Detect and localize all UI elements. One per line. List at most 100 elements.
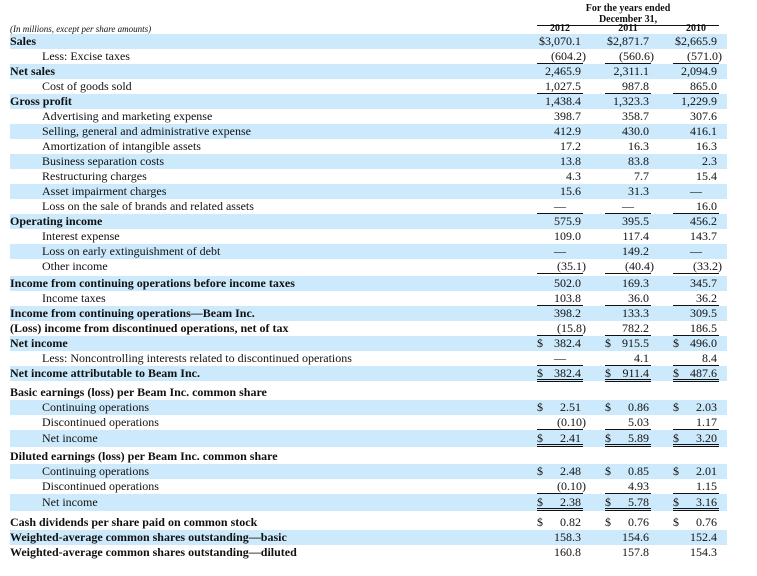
currency-symbol: $: [605, 464, 611, 478]
cell-value: 4.1: [634, 351, 649, 365]
cell-value: 0.86: [628, 400, 649, 414]
value-cell-2011: 4.93: [605, 479, 651, 494]
period-line-2: December 31,: [537, 14, 719, 26]
value-cell-2010: 16.0: [673, 199, 719, 214]
cell-value: 382.4: [554, 366, 581, 380]
row-label: Advertising and marketing expense: [42, 109, 213, 123]
row-label: Net sales: [10, 64, 55, 78]
value-cell-2012: $2.38: [537, 494, 583, 511]
cell-value: 1,438.4: [545, 94, 581, 108]
value-cell-2010: 416.1: [673, 124, 719, 139]
cell-value: 8.4: [702, 351, 717, 365]
value-cell-2010: (571.0): [673, 49, 722, 64]
cell-value: 0.76: [696, 515, 717, 529]
value-cell-2011: $911.4: [605, 366, 651, 382]
table-row: Continuing operations $2.51 $0.86 $2.03: [10, 400, 727, 415]
cell-value: 915.5: [622, 336, 649, 350]
table-row: Interest expense 109.0 117.4 143.7: [10, 229, 727, 244]
value-cell-2010: $2.01: [673, 464, 719, 479]
cell-value: 2.3: [702, 154, 717, 168]
row-label: Business separation costs: [42, 154, 164, 168]
value-cell-2011: 133.3: [605, 306, 651, 321]
row-label: Net income: [10, 336, 68, 350]
row-label: Selling, general and administrative expe…: [42, 124, 251, 138]
row-label: Less: Noncontrolling interests related t…: [42, 351, 352, 365]
row-label: Other income: [42, 259, 108, 273]
cell-value: 5.03: [628, 415, 649, 429]
cell-value: 2.51: [560, 400, 581, 414]
value-cell-2010: 1.17: [673, 415, 719, 430]
currency-symbol: $: [537, 336, 543, 350]
row-label: Net income: [42, 495, 98, 509]
table-row: Income taxes 103.8 36.0 36.2: [10, 291, 727, 306]
value-cell-2011: 4.1: [605, 351, 651, 366]
currency-symbol: $: [605, 431, 611, 445]
cell-value: 1.15: [696, 479, 717, 493]
value-cell-2012: $3,070.1: [537, 34, 583, 49]
value-cell-2012: $2.51: [537, 400, 583, 415]
value-cell-2011: $5.89: [605, 430, 651, 447]
cell-value: 2,311.1: [613, 64, 649, 78]
cell-value: 1,229.9: [681, 94, 717, 108]
cell-value: 157.8: [622, 545, 649, 559]
table-row: Selling, general and administrative expe…: [10, 124, 727, 139]
row-label: Loss on early extinguishment of debt: [42, 244, 221, 258]
value-cell-2010: 186.5: [673, 321, 719, 336]
cell-value: 160.8: [554, 545, 581, 559]
cell-value: —: [690, 244, 702, 258]
cell-value: 0.85: [628, 464, 649, 478]
cell-value: 412.9: [554, 124, 581, 138]
cell-value: 169.3: [622, 276, 649, 290]
table-row: Weighted-average common shares outstandi…: [10, 545, 727, 560]
table-row: Discontinued operations (0.10) 5.03 1.17: [10, 415, 727, 430]
currency-symbol: $: [537, 400, 543, 414]
table-row: Net income attributable to Beam Inc. $382…: [10, 366, 727, 382]
value-cell-2010: 15.4: [673, 169, 719, 184]
value-cell-2011: 83.8: [605, 154, 651, 169]
table-row: Restructuring charges 4.3 7.7 15.4: [10, 169, 727, 184]
row-label: Interest expense: [42, 229, 120, 243]
table-row: Other income (35.1) (40.4) (33.2): [10, 259, 727, 274]
value-cell-2011: 36.0: [605, 291, 651, 306]
cell-value: 133.3: [622, 306, 649, 320]
value-cell-2010: $3.16: [673, 494, 719, 511]
cell-value: 154.3: [690, 545, 717, 559]
row-label: Income taxes: [42, 291, 106, 305]
value-cell-2012: —: [537, 351, 583, 366]
table-row: Income from continuing operations—Beam I…: [10, 306, 727, 321]
table-row: Loss on the sale of brands and related a…: [10, 199, 727, 214]
cell-value: $3,070.1: [539, 34, 581, 48]
value-cell-2011: 16.3: [605, 139, 651, 154]
value-cell-2012: (0.10): [537, 415, 586, 430]
row-label: Income from continuing operations—Beam I…: [10, 306, 255, 320]
cell-value: (0.10): [557, 415, 586, 429]
row-label: Weighted-average common shares outstandi…: [10, 545, 297, 559]
cell-value: 398.7: [554, 109, 581, 123]
value-cell-2011: 1,323.3: [605, 94, 651, 109]
value-cell-2012: 4.3: [537, 169, 583, 184]
cell-value: 2.41: [560, 431, 581, 445]
currency-symbol: $: [673, 400, 679, 414]
value-cell-2011: —: [605, 199, 651, 214]
value-cell-2012: 502.0: [537, 276, 583, 291]
row-label: Amortization of intangible assets: [42, 139, 201, 153]
table-row: Less: Excise taxes (604.2) (560.6) (571.0): [10, 49, 727, 64]
cell-value: —: [554, 244, 566, 258]
row-label: Weighted-average common shares outstandi…: [10, 530, 287, 544]
cell-value: (0.10): [557, 479, 586, 493]
cell-value: (33.2): [693, 259, 722, 273]
currency-symbol: $: [537, 366, 543, 380]
cell-value: 1,027.5: [545, 79, 581, 93]
units-note: (In millions, except per share amounts): [10, 24, 152, 34]
value-cell-2011: 782.2: [605, 321, 651, 336]
value-cell-2010: 36.2: [673, 291, 719, 306]
row-label: (Loss) income from discontinued operatio…: [10, 321, 289, 335]
table-row: Advertising and marketing expense 398.7 35…: [10, 109, 727, 124]
cell-value: 456.2: [690, 214, 717, 228]
cell-value: 152.4: [690, 530, 717, 544]
cell-value: 345.7: [690, 276, 717, 290]
table-row: Net income $382.4 $915.5 $496.0: [10, 336, 727, 351]
cell-value: 2.38: [560, 495, 581, 509]
cell-value: 16.3: [696, 139, 717, 153]
table-row: Amortization of intangible assets 17.2 16.…: [10, 139, 727, 154]
